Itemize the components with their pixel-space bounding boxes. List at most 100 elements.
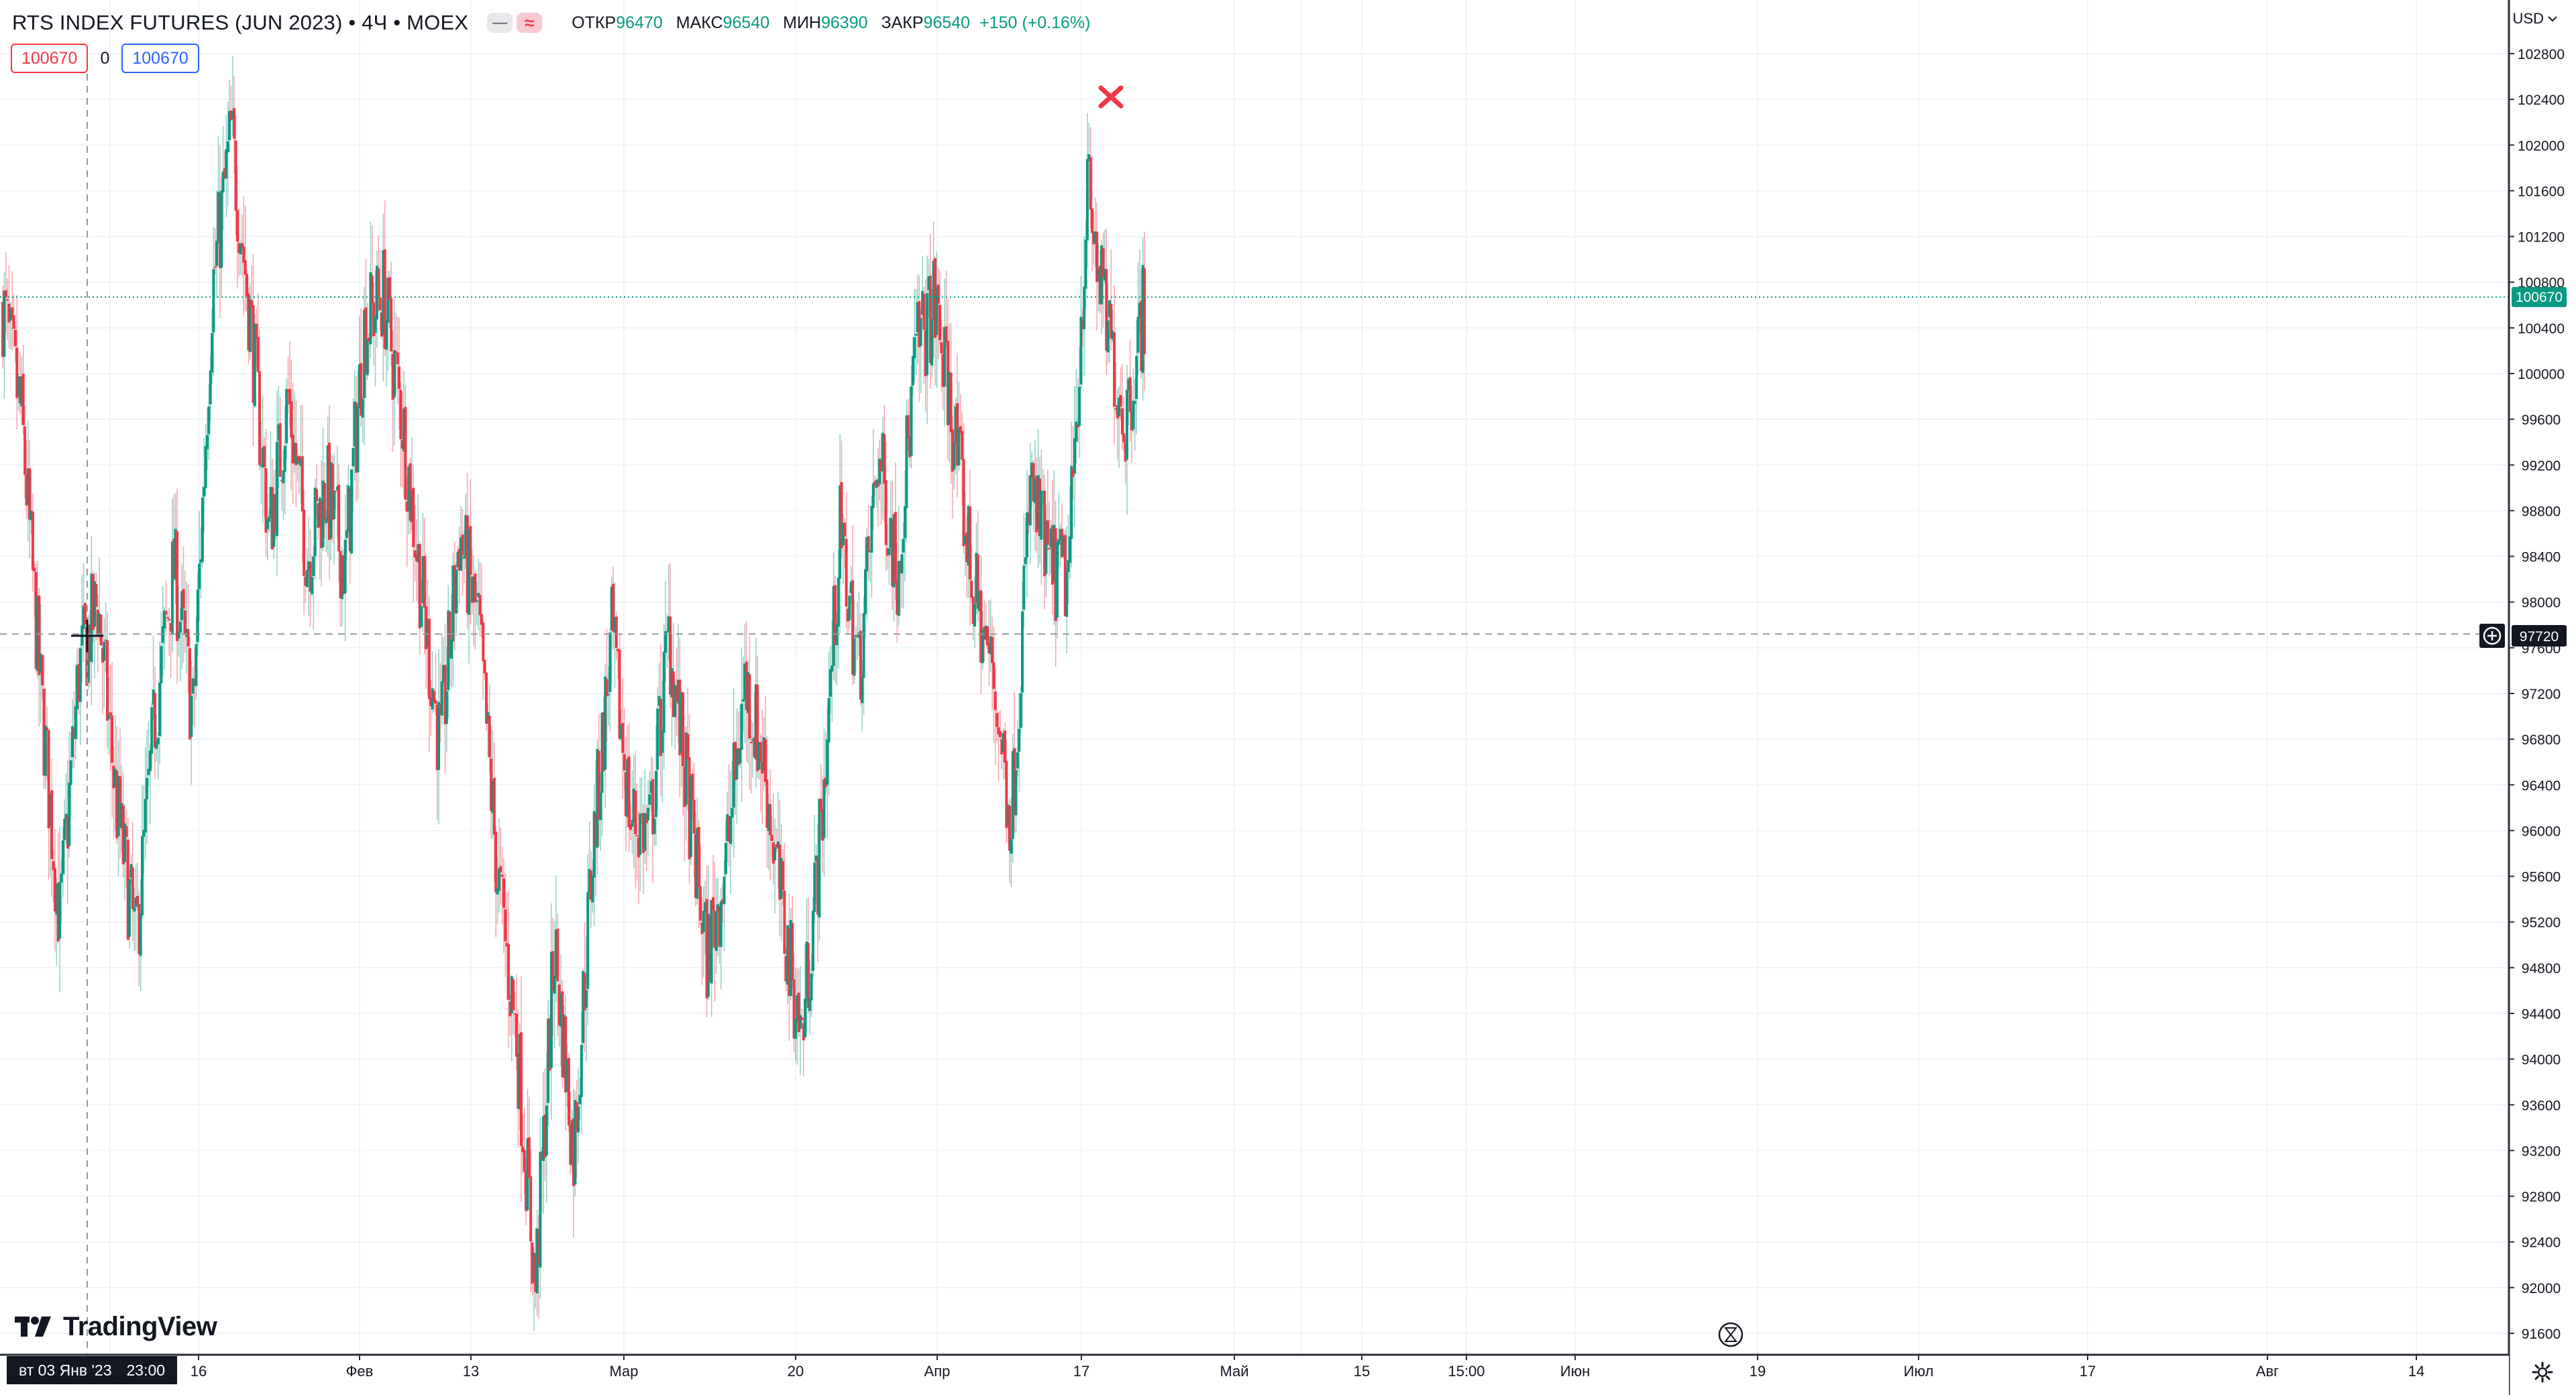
buy-button[interactable]: 100670 bbox=[121, 44, 199, 73]
candle-body bbox=[356, 406, 360, 473]
candle-body bbox=[87, 625, 90, 683]
candle-body bbox=[129, 864, 133, 878]
candle-body bbox=[783, 890, 786, 954]
symbol-title[interactable]: RTS INDEX FUTURES (JUN 2023) • 4Ч • MOEX bbox=[12, 11, 469, 34]
candle-body bbox=[440, 681, 443, 716]
candle-body bbox=[726, 814, 729, 842]
candle-body bbox=[1111, 331, 1114, 340]
candle-body bbox=[674, 685, 677, 718]
candle-body bbox=[515, 1013, 518, 1057]
crosshair-cursor-icon bbox=[71, 620, 103, 652]
candle-body bbox=[353, 401, 356, 447]
candle-body bbox=[277, 424, 280, 441]
candle-body bbox=[21, 374, 25, 425]
candle-body bbox=[782, 860, 785, 891]
candle-body bbox=[333, 490, 336, 519]
candle-body bbox=[282, 470, 285, 484]
candle-body bbox=[729, 816, 733, 844]
candle-body bbox=[298, 455, 301, 463]
approx-icon[interactable]: ≈ bbox=[517, 13, 543, 33]
candle-body bbox=[700, 922, 704, 934]
candle-body bbox=[959, 426, 962, 433]
candle-body bbox=[727, 816, 731, 842]
candle-body bbox=[616, 649, 620, 652]
candle-body bbox=[1038, 478, 1041, 537]
minus-icon[interactable]: — bbox=[487, 13, 513, 33]
candle-body bbox=[684, 732, 688, 805]
candle-body bbox=[811, 910, 814, 971]
candle-body bbox=[466, 515, 469, 613]
candle-body bbox=[773, 847, 777, 860]
candle-body bbox=[574, 1100, 577, 1185]
candle-body bbox=[1138, 302, 1141, 319]
candle-body bbox=[126, 839, 129, 940]
candle-body bbox=[1019, 693, 1022, 728]
candle-body bbox=[642, 813, 645, 853]
candle-body bbox=[239, 243, 242, 255]
candle-body bbox=[754, 684, 757, 760]
candle-body bbox=[876, 479, 879, 487]
candle-body bbox=[191, 678, 195, 694]
candle-body bbox=[837, 577, 840, 627]
candle-body bbox=[502, 878, 505, 908]
candle-body bbox=[861, 676, 864, 704]
candle-body bbox=[592, 811, 596, 878]
ohlc-values: ОТКР 96470 МАКС 96540 МИН 96390 ЗАКР 965… bbox=[572, 13, 1090, 33]
candle-body bbox=[992, 662, 996, 689]
low-label: МИН bbox=[783, 13, 821, 32]
candle-body bbox=[163, 610, 166, 629]
candle-body bbox=[383, 249, 386, 349]
candle-body bbox=[33, 567, 36, 572]
candle-body bbox=[843, 522, 847, 537]
candle-body bbox=[537, 1230, 540, 1265]
candle-body bbox=[451, 565, 455, 642]
candle-body bbox=[613, 617, 616, 633]
candle-body bbox=[360, 363, 363, 416]
high-value: 96540 bbox=[722, 13, 770, 32]
sell-button[interactable]: 100670 bbox=[11, 44, 89, 73]
candle-body bbox=[1105, 269, 1108, 351]
candle-body bbox=[83, 603, 87, 625]
candle-body bbox=[1002, 733, 1005, 752]
candle-body bbox=[697, 827, 700, 887]
candle-body bbox=[340, 555, 343, 600]
time-tick-label: 20 bbox=[788, 1363, 804, 1380]
candle-body bbox=[193, 679, 197, 685]
candle-body bbox=[567, 1058, 570, 1126]
candle-body bbox=[77, 663, 80, 702]
candle-body bbox=[448, 612, 451, 658]
price-tick-label: 94800 bbox=[2522, 961, 2561, 976]
candle-body bbox=[431, 688, 434, 710]
candle-body bbox=[358, 364, 361, 408]
candle-body bbox=[1122, 433, 1126, 443]
candle-body bbox=[822, 779, 826, 838]
settings-button[interactable] bbox=[2528, 1357, 2557, 1387]
svg-text:97720: 97720 bbox=[2520, 629, 2559, 645]
candle-body bbox=[106, 640, 109, 721]
candle-body bbox=[118, 776, 121, 827]
candle-body bbox=[962, 459, 965, 547]
candle-body bbox=[906, 415, 910, 439]
candle-body bbox=[190, 695, 193, 737]
hourglass-icon[interactable] bbox=[1718, 1322, 1743, 1347]
candle-body bbox=[618, 649, 621, 739]
candle-body bbox=[1130, 411, 1134, 431]
candle-body bbox=[1073, 438, 1076, 473]
candle-body bbox=[521, 1146, 525, 1152]
candle-body bbox=[1116, 404, 1119, 418]
candle-body bbox=[482, 622, 485, 661]
candle-body bbox=[621, 723, 625, 753]
candle-body bbox=[1127, 379, 1130, 392]
candle-body bbox=[250, 300, 254, 308]
currency-selector[interactable]: USD bbox=[2512, 5, 2557, 32]
add-plus-button[interactable] bbox=[2479, 624, 2505, 648]
candle-body bbox=[89, 624, 92, 662]
candle-body bbox=[706, 913, 710, 997]
candle-body bbox=[352, 447, 355, 467]
candle-body bbox=[1055, 542, 1059, 618]
tradingview-logo[interactable]: TradingView bbox=[15, 1308, 217, 1345]
candle-body bbox=[1095, 231, 1099, 282]
candle-body bbox=[835, 624, 839, 645]
candle-body bbox=[445, 691, 448, 724]
